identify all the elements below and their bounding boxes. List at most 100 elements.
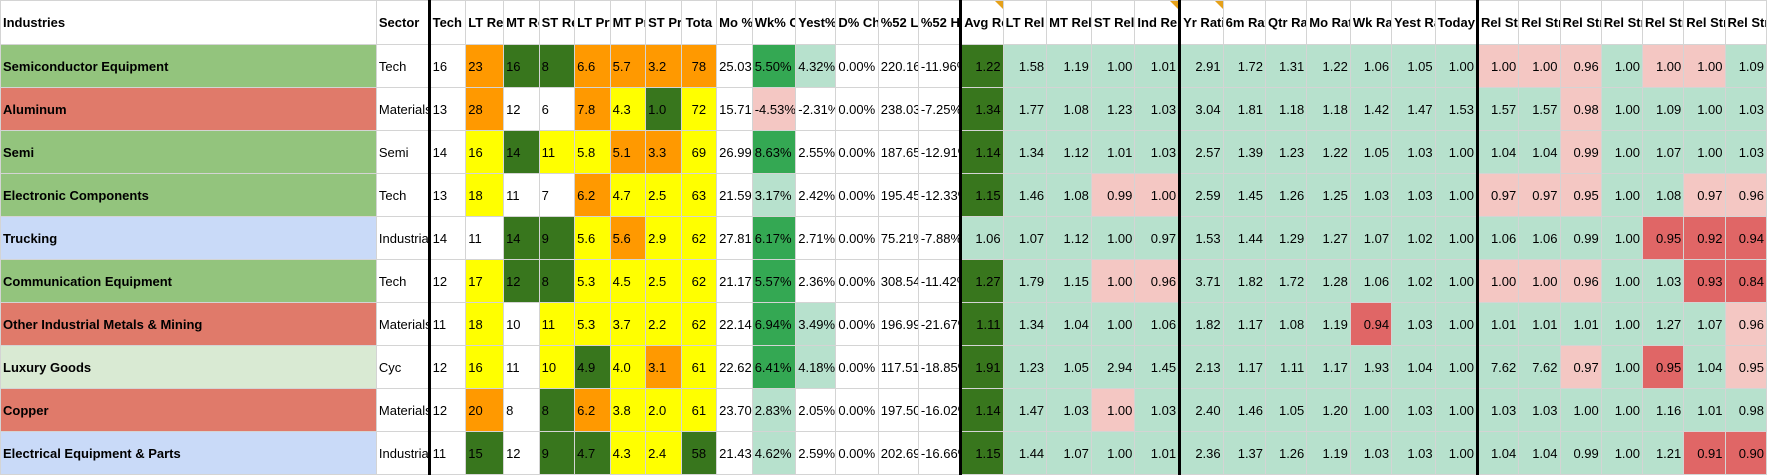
wk-ratio-cell[interactable]: 1.03: [1349, 173, 1393, 217]
st-rel-str-cell[interactable]: 1.00: [1090, 259, 1136, 303]
st-rel-str-cell[interactable]: 0.99: [1090, 173, 1136, 217]
lt-perf-header[interactable]: LT Prfrmnc: [574, 0, 611, 45]
low52-cell[interactable]: 75.21%: [877, 216, 919, 260]
yr-ratio-cell[interactable]: 2.40: [1178, 388, 1224, 432]
ind-rel-str-cell[interactable]: 1.01: [1134, 44, 1181, 88]
lt-perf-cell[interactable]: 6.2: [574, 388, 611, 432]
mo-ratio-cell[interactable]: 1.22: [1306, 130, 1351, 174]
yr-ratio-cell[interactable]: 1.82: [1178, 302, 1224, 346]
today-ratio-cell[interactable]: 1.00: [1434, 388, 1479, 432]
rs-industry4-cell[interactable]: 1.00: [1600, 388, 1644, 432]
lt-perf-cell[interactable]: 5.8: [574, 130, 611, 174]
qtr-ratio-cell[interactable]: 1.05: [1265, 388, 1308, 432]
high52-cell[interactable]: -18.85%: [917, 345, 962, 389]
ind-rel-str-cell[interactable]: 1.03: [1134, 87, 1181, 131]
wk-chg-header[interactable]: Wk% Chg: [751, 0, 797, 45]
mo-ratio-cell[interactable]: 1.28: [1306, 259, 1351, 303]
tech-score-cell[interactable]: 11: [427, 302, 467, 346]
mt-perf-cell[interactable]: 3.8: [609, 388, 647, 432]
yest-ratio-cell[interactable]: 1.03: [1391, 173, 1436, 217]
sector-cell[interactable]: Cyc: [375, 345, 430, 389]
avg-rel-str-cell[interactable]: 1.22: [959, 44, 1004, 88]
wk-ratio-cell[interactable]: 1.07: [1349, 216, 1393, 260]
yr-ratio-cell[interactable]: 2.91: [1178, 44, 1224, 88]
rs-industry6-cell[interactable]: 0.97: [1518, 173, 1561, 217]
st-perf-cell[interactable]: 2.5: [645, 259, 682, 303]
avg-rel-str-cell[interactable]: 1.15: [959, 431, 1004, 475]
lt-score-cell[interactable]: 16: [465, 130, 505, 174]
tech-score-cell[interactable]: 16: [427, 44, 467, 88]
mo-chg-cell[interactable]: 25.03%: [716, 44, 753, 88]
total-cell[interactable]: 61: [680, 388, 718, 432]
rs-industry7-cell[interactable]: 0.94: [1724, 216, 1767, 260]
lt-rel-str-cell[interactable]: 1.44: [1002, 431, 1048, 475]
total-cell[interactable]: 62: [680, 216, 718, 260]
mt-rel-str-cell[interactable]: 1.19: [1046, 44, 1092, 88]
qtr-ratio-cell[interactable]: 1.18: [1265, 87, 1308, 131]
yr-ratio-cell[interactable]: 2.13: [1178, 345, 1224, 389]
yr-ratio-cell[interactable]: 2.36: [1178, 431, 1224, 475]
yr-ratio-cell[interactable]: 2.59: [1178, 173, 1224, 217]
lt-score-cell[interactable]: 18: [465, 173, 505, 217]
rs-industry5-cell[interactable]: 1.03: [1642, 259, 1685, 303]
yest-ratio-cell[interactable]: 1.04: [1391, 345, 1436, 389]
rs-industry6b-cell[interactable]: 1.00: [1683, 130, 1726, 174]
st-rel-str-cell[interactable]: 1.00: [1090, 216, 1136, 260]
mo-ratio-cell[interactable]: 1.19: [1306, 431, 1351, 475]
high52-cell[interactable]: -11.42%: [917, 259, 962, 303]
st-perf-cell[interactable]: 2.0: [645, 388, 682, 432]
lt-score-cell[interactable]: 23: [465, 44, 505, 88]
industry-name-cell[interactable]: Electrical Equipment & Parts: [0, 431, 377, 475]
high52-cell[interactable]: -16.66%: [917, 431, 962, 475]
lt-perf-cell[interactable]: 5.3: [574, 302, 611, 346]
rs-industry-q-cell[interactable]: 1.00: [1559, 388, 1602, 432]
wk-ratio-cell[interactable]: 1.42: [1349, 87, 1393, 131]
rs-industry-cell[interactable]: 1.06: [1476, 216, 1520, 260]
high52-cell[interactable]: -11.96%: [917, 44, 962, 88]
title-header[interactable]: Industries: [0, 0, 377, 45]
rs-industry-cell[interactable]: 0.97: [1476, 173, 1520, 217]
mo-ratio-cell[interactable]: 1.19: [1306, 302, 1351, 346]
rs-industry-cell[interactable]: 1.57: [1476, 87, 1520, 131]
today-ratio-cell[interactable]: 1.00: [1434, 302, 1479, 346]
mt-rel-str-cell[interactable]: 1.04: [1046, 302, 1092, 346]
st-perf-cell[interactable]: 2.4: [645, 431, 682, 475]
lt-rel-str-cell[interactable]: 1.23: [1002, 345, 1048, 389]
lt-score-cell[interactable]: 18: [465, 302, 505, 346]
yest-ratio-cell[interactable]: 1.47: [1391, 87, 1436, 131]
rs-industry-q-cell[interactable]: 0.98: [1559, 87, 1602, 131]
tech-score-cell[interactable]: 13: [427, 173, 467, 217]
st-rel-str-score-header[interactable]: ST Rel Str Score: [538, 0, 576, 45]
mo-chg-cell[interactable]: 26.99%: [716, 130, 753, 174]
mo-chg-cell[interactable]: 21.17%: [716, 259, 753, 303]
st-rel-str-cell[interactable]: 2.94: [1090, 345, 1136, 389]
mt-rel-str-cell[interactable]: 1.08: [1046, 87, 1092, 131]
yest-ratio-header[interactable]: Yest Ratio: [1391, 0, 1436, 45]
low52-cell[interactable]: 117.51%: [877, 345, 919, 389]
ind-rel-str-cell[interactable]: 1.01: [1134, 431, 1181, 475]
lt-score-cell[interactable]: 11: [465, 216, 505, 260]
avg-rel-str-cell[interactable]: 1.14: [959, 388, 1004, 432]
wk-chg-cell[interactable]: 2.83%: [751, 388, 797, 432]
tech-score-cell[interactable]: 12: [427, 388, 467, 432]
lt-rel-str-cell[interactable]: 1.34: [1002, 302, 1048, 346]
yest-ratio-cell[interactable]: 1.05: [1391, 44, 1436, 88]
rs-industry7-cell[interactable]: 1.03: [1724, 130, 1767, 174]
qtr-ratio-cell[interactable]: 1.26: [1265, 431, 1308, 475]
st-score-cell[interactable]: 8: [538, 259, 576, 303]
avg-rel-str-cell[interactable]: 1.15: [959, 173, 1004, 217]
rs-industry7-cell[interactable]: 1.09: [1724, 44, 1767, 88]
lt-rel-str-cell[interactable]: 1.79: [1002, 259, 1048, 303]
rs-industry-q-cell[interactable]: 0.97: [1559, 345, 1602, 389]
qtr-ratio-cell[interactable]: 1.08: [1265, 302, 1308, 346]
high52-cell[interactable]: -16.02%: [917, 388, 962, 432]
mt-score-cell[interactable]: 10: [503, 302, 540, 346]
rs-industry-cell[interactable]: 1.04: [1476, 130, 1520, 174]
today-ratio-cell[interactable]: 1.00: [1434, 345, 1479, 389]
mt-perf-cell[interactable]: 5.6: [609, 216, 647, 260]
mt-rel-str-cell[interactable]: 1.12: [1046, 130, 1092, 174]
mt-score-cell[interactable]: 11: [503, 345, 540, 389]
mo-ratio-cell[interactable]: 1.22: [1306, 44, 1351, 88]
rs-industry4-cell[interactable]: 1.00: [1600, 173, 1644, 217]
yest-ratio-cell[interactable]: 1.02: [1391, 216, 1436, 260]
